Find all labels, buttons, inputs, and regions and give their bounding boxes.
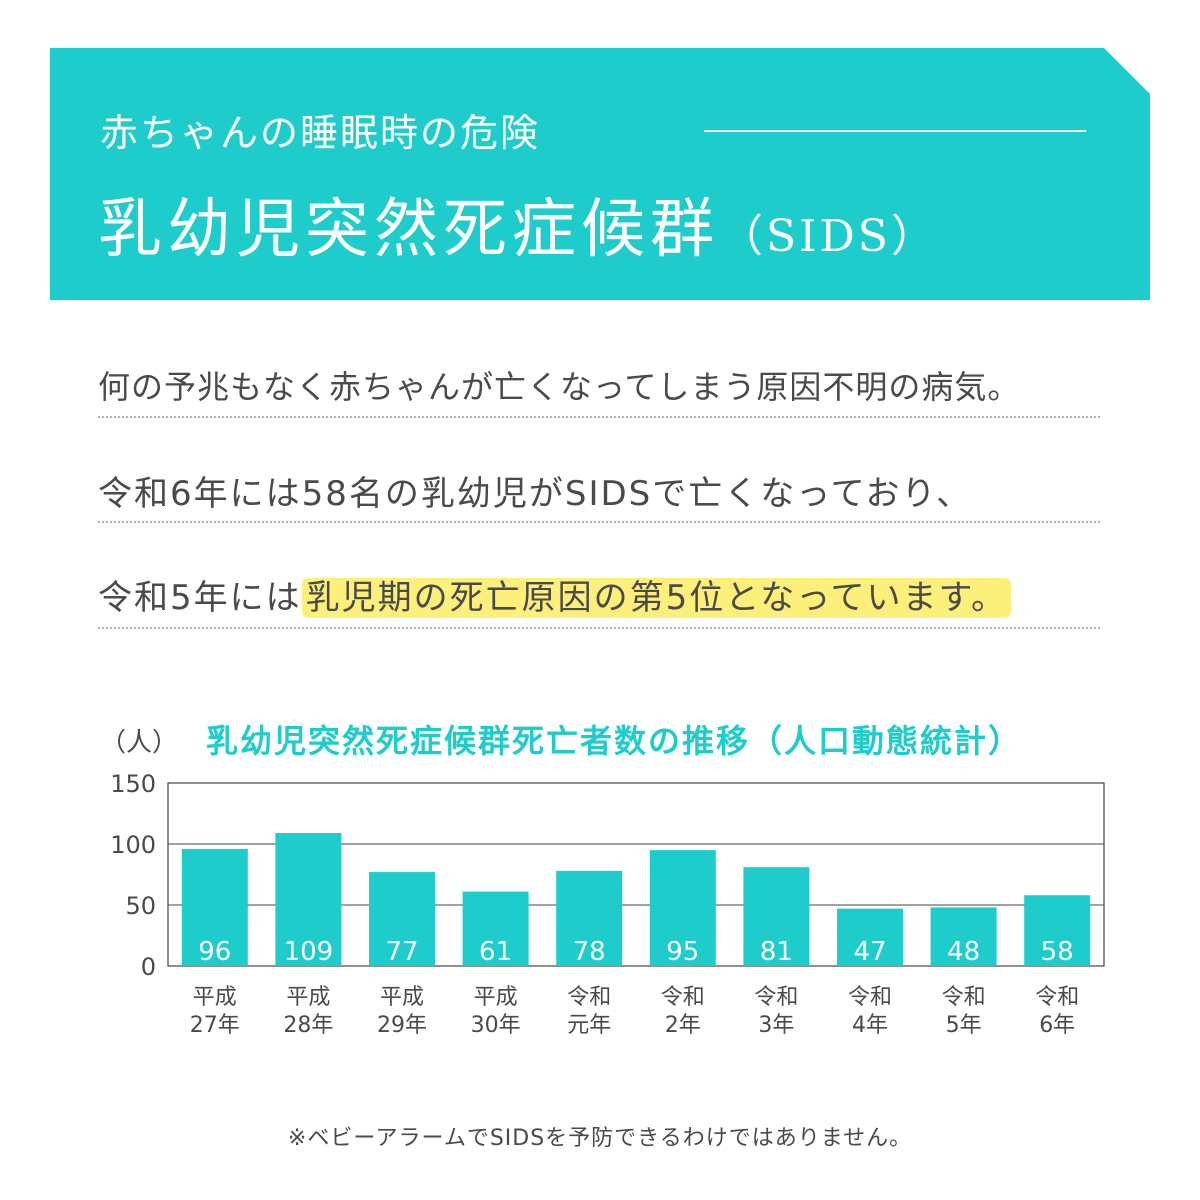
bar-value-label: 48 <box>947 937 980 967</box>
bar <box>743 867 810 966</box>
bar <box>275 833 342 966</box>
bar-value-label: 61 <box>479 937 512 967</box>
plot-frame <box>167 782 1105 967</box>
x-tick-label: 令和 <box>1035 985 1079 1010</box>
x-tick-label: 27年 <box>190 1013 240 1038</box>
bar-value-label: 95 <box>666 937 699 967</box>
header-subtitle: 赤ちゃんの睡眠時の危険 <box>100 111 541 155</box>
x-tick-label: 2年 <box>665 1013 701 1038</box>
x-tick-label: 平成 <box>286 985 330 1010</box>
bar <box>369 872 435 966</box>
bar <box>930 907 997 966</box>
bar-value-label: 58 <box>1041 937 1074 967</box>
y-tick-label: 150 <box>110 770 156 798</box>
x-tick-label: 元年 <box>567 1013 611 1038</box>
body-line-1: 何の予兆もなく赤ちゃんが亡くなってしまう原因不明の病気。 <box>98 368 1021 406</box>
bar <box>462 891 529 966</box>
x-tick-label: 令和 <box>754 985 798 1010</box>
x-tick-label: 平成 <box>380 985 424 1010</box>
body-line-2: 令和6年には58名の乳幼児がSIDSで亡くなっており、 <box>98 474 973 514</box>
bar <box>181 848 248 966</box>
header-title-text: 乳幼児突然死症候群 <box>98 193 719 267</box>
body-line-3-prefix: 令和5年には <box>98 578 302 618</box>
x-tick-label: 令和 <box>567 985 611 1010</box>
x-tick-label: 令和 <box>661 985 705 1010</box>
x-tick-label: 5年 <box>946 1013 982 1038</box>
x-tick-label: 28年 <box>283 1013 333 1038</box>
y-tick-label: 0 <box>141 953 156 981</box>
x-tick-label: 令和 <box>942 985 986 1010</box>
dotted-divider-3 <box>98 627 1100 629</box>
x-tick-label: 令和 <box>848 985 892 1010</box>
bar-value-label: 109 <box>284 937 334 967</box>
chart-title: 乳幼児突然死症候群死亡者数の推移（人口動態統計） <box>206 722 1023 760</box>
chart-y-unit: （人） <box>100 728 179 758</box>
x-tick-label: 29年 <box>377 1013 427 1038</box>
bar <box>837 908 903 966</box>
x-tick-label: 平成 <box>193 985 237 1010</box>
bar-value-label: 77 <box>385 937 418 967</box>
bar-value-label: 47 <box>853 937 886 967</box>
bar-value-label: 96 <box>198 937 231 967</box>
x-tick-label: 6年 <box>1039 1013 1075 1038</box>
header-title-abbr: （SIDS） <box>719 211 938 262</box>
bar-chart: 0 50 100 150 96 平成 27年 109 平成 28年 77 平成 29年 61 平成 30年 78… <box>110 770 1105 1038</box>
bar <box>649 850 716 966</box>
header-rule <box>704 130 1086 132</box>
y-tick-label: 100 <box>110 831 156 859</box>
header-title: 乳幼児突然死症候群（SIDS） <box>98 178 938 270</box>
body-line-3: 令和5年には 乳児期の死亡原因の第5位となっています。 <box>98 570 1102 619</box>
x-tick-label: 30年 <box>471 1013 521 1038</box>
x-tick-label: 3年 <box>758 1013 794 1038</box>
y-tick-label: 50 <box>125 892 156 920</box>
x-tick-label: 平成 <box>474 985 518 1010</box>
bar-value-label: 81 <box>760 937 793 967</box>
body-line-3-highlight: 乳児期の死亡原因の第5位となっています。 <box>301 578 1012 618</box>
bar <box>1024 895 1091 966</box>
bar-value-label: 78 <box>573 937 606 967</box>
dotted-divider-1 <box>98 416 1100 418</box>
footer-note: ※ベビーアラームでSIDSを予防できるわけではありません。 <box>287 1126 913 1151</box>
x-tick-label: 4年 <box>852 1013 888 1038</box>
bar <box>556 870 623 966</box>
dotted-divider-2 <box>98 521 1100 523</box>
header-banner: 赤ちゃんの睡眠時の危険 乳幼児突然死症候群（SIDS） <box>50 48 1150 300</box>
